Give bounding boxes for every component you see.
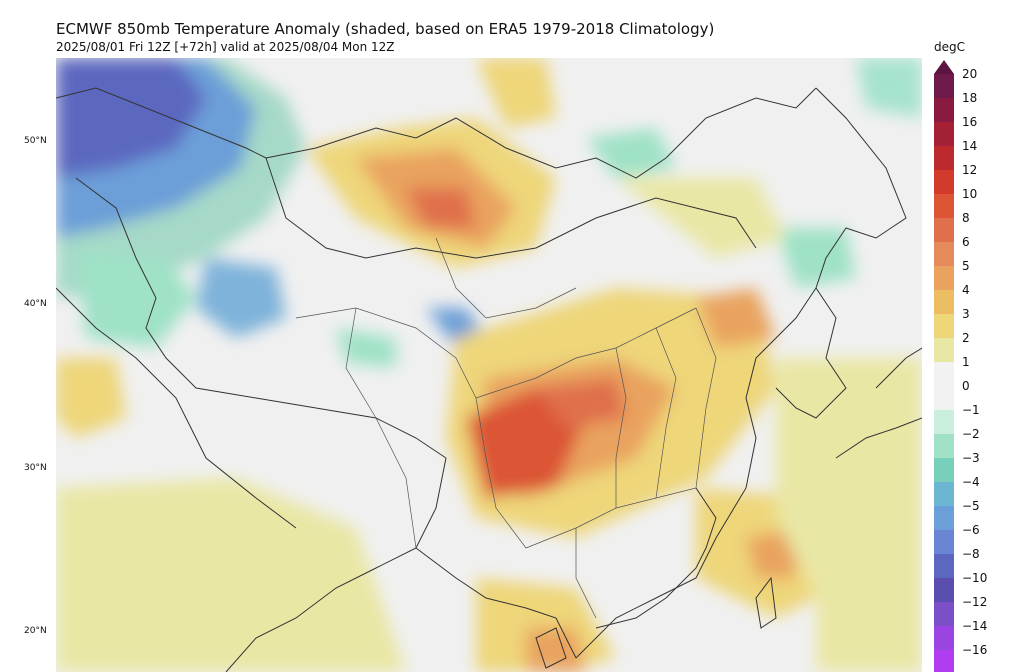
colorbar-cell bbox=[934, 458, 954, 482]
colorbar-tick-label: −5 bbox=[962, 499, 980, 513]
colorbar-tick-label: 5 bbox=[962, 259, 970, 273]
colorbar-cell bbox=[934, 242, 954, 266]
colorbar-tick-label: −8 bbox=[962, 547, 980, 561]
colorbar-tick-label: 10 bbox=[962, 187, 978, 201]
colorbar-cell bbox=[934, 170, 954, 194]
colorbar-unit: degC bbox=[934, 40, 965, 54]
colorbar-cell bbox=[934, 602, 954, 626]
colorbar-cell bbox=[934, 266, 954, 290]
colorbar-cell bbox=[934, 578, 954, 602]
colorbar-tick-label: 3 bbox=[962, 307, 970, 321]
colorbar-cell bbox=[934, 386, 954, 410]
colorbar-cell bbox=[934, 194, 954, 218]
colorbar-tick-label: 8 bbox=[962, 211, 970, 225]
colorbar-tick-label: 0 bbox=[962, 379, 970, 393]
colorbar-cell bbox=[934, 218, 954, 242]
colorbar-cell bbox=[934, 506, 954, 530]
colorbar-tick-label: 18 bbox=[962, 91, 978, 105]
colorbar-cell bbox=[934, 98, 954, 122]
coastlines bbox=[535, 287, 922, 669]
colorbar bbox=[934, 60, 954, 672]
lat-label-50n: 50°N bbox=[24, 136, 47, 146]
colorbar-cell bbox=[934, 314, 954, 338]
colorbar-cell bbox=[934, 482, 954, 506]
colorbar-tick-label: 16 bbox=[962, 115, 978, 129]
colorbar-tick-label: 6 bbox=[962, 235, 970, 249]
colorbar-cell bbox=[934, 146, 954, 170]
colorbar-tick-label: −2 bbox=[962, 427, 980, 441]
colorbar-tick-label: 12 bbox=[962, 163, 978, 177]
colorbar-cell bbox=[934, 626, 954, 650]
colorbar-tick-label: 20 bbox=[962, 67, 978, 81]
lat-label-40n: 40°N bbox=[24, 299, 47, 309]
colorbar-tick-label: −16 bbox=[962, 643, 988, 657]
colorbar-cell bbox=[934, 74, 954, 98]
map-title: ECMWF 850mb Temperature Anomaly (shaded,… bbox=[56, 20, 715, 38]
anomaly-map bbox=[56, 58, 922, 672]
map-subtitle: 2025/08/01 Fri 12Z [+72h] valid at 2025/… bbox=[56, 40, 395, 54]
colorbar-tick-label: −10 bbox=[962, 571, 988, 585]
colorbar-arrow bbox=[934, 60, 954, 74]
lat-label-20n: 20°N bbox=[24, 626, 47, 636]
province-borders bbox=[295, 237, 717, 619]
colorbar-cell bbox=[934, 290, 954, 314]
colorbar-tick-label: −1 bbox=[962, 403, 980, 417]
colorbar-cell bbox=[934, 530, 954, 554]
country-borders bbox=[56, 87, 907, 672]
lat-label-30n: 30°N bbox=[24, 463, 47, 473]
colorbar-cell bbox=[934, 554, 954, 578]
colorbar-cell bbox=[934, 434, 954, 458]
colorbar-tick-label: 1 bbox=[962, 355, 970, 369]
colorbar-cell bbox=[934, 362, 954, 386]
colorbar-cell bbox=[934, 122, 954, 146]
colorbar-cell bbox=[934, 650, 954, 672]
shading-layer bbox=[56, 58, 922, 672]
colorbar-tick-label: 4 bbox=[962, 283, 970, 297]
colorbar-tick-label: −14 bbox=[962, 619, 988, 633]
colorbar-tick-label: 14 bbox=[962, 139, 978, 153]
colorbar-tick-label: −6 bbox=[962, 523, 980, 537]
colorbar-tick-label: 2 bbox=[962, 331, 970, 345]
colorbar-cell bbox=[934, 410, 954, 434]
colorbar-tick-label: −12 bbox=[962, 595, 988, 609]
colorbar-tick-label: −4 bbox=[962, 475, 980, 489]
colorbar-cell bbox=[934, 338, 954, 362]
colorbar-tick-label: −3 bbox=[962, 451, 980, 465]
anomaly-map-svg bbox=[56, 58, 922, 672]
